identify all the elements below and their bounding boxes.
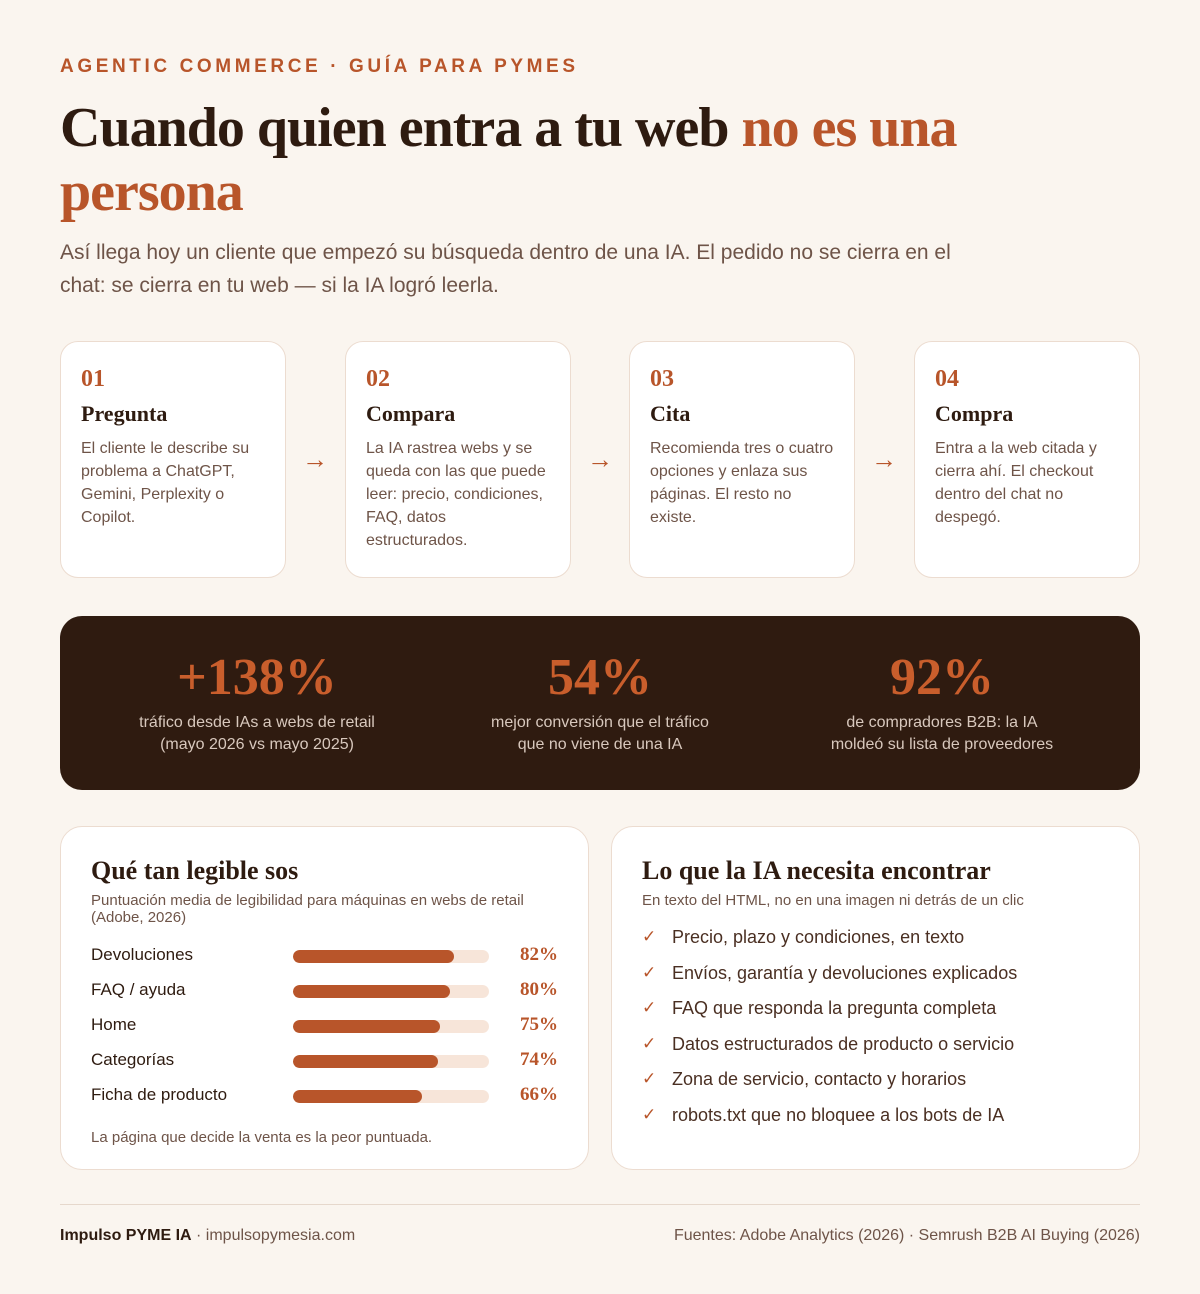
checklist-item: ✓ FAQ que responda la pregunta completa	[642, 997, 1109, 1033]
bar-fill	[293, 985, 450, 998]
stat-value: +138%	[177, 649, 337, 706]
page-title-accent: no es una persona	[60, 97, 958, 223]
step-title: Cita	[650, 401, 691, 426]
lead-paragraph: Así llega hoy un cliente que empezó su b…	[60, 241, 951, 297]
eyebrow: AGENTIC COMMERCE · GUÍA PARA PYMES	[60, 56, 579, 77]
bar-value-label: 75%	[520, 1014, 558, 1035]
bar-label: Devoluciones	[91, 945, 194, 964]
stat-caption: de compradores B2B: la IA moldeó su list…	[762, 712, 1122, 756]
check-icon: ✓	[642, 1069, 657, 1088]
footer-brand-block: Impulso PYME IA · impulsopymesia.com	[60, 1226, 355, 1246]
bar-track	[293, 1055, 489, 1068]
page-title: Cuando quien entra a tu web no es una pe…	[60, 96, 1140, 224]
check-icon: ✓	[642, 1033, 657, 1053]
stat-caption-line: mejor conversión que el tráfico	[491, 714, 709, 731]
checklist-item: ✓ Zona de servicio, contacto y horarios	[642, 1068, 1109, 1104]
check-icon: ✓	[642, 962, 657, 982]
checklist-panel: Lo que la IA necesita encontrar En texto…	[611, 826, 1140, 1170]
step-number: 04	[935, 366, 959, 392]
checklist-title: Lo que la IA necesita encontrar	[642, 856, 991, 885]
footer-divider	[60, 1204, 1140, 1205]
checklist-item-text: Envíos, garantía y devoluciones explicad…	[672, 962, 1018, 983]
check-icon: ✓	[642, 1104, 657, 1124]
step-description: Recomienda tres o cuatro opciones y enla…	[650, 440, 834, 526]
step-card-2: 02 Compara La IA rastrea webs y se queda…	[345, 341, 571, 578]
bar-row: Devoluciones 82%	[91, 944, 558, 979]
bar-row: FAQ / ayuda 80%	[91, 979, 558, 1014]
stat-conversion: 54% mejor conversión que el tráfico que …	[420, 646, 780, 756]
bar-track	[293, 1090, 489, 1103]
footer-brand: Impulso PYME IA	[60, 1227, 192, 1244]
bar-value-label: 74%	[520, 1049, 558, 1070]
step-card-4: 04 Compra Entra a la web citada y cierra…	[914, 341, 1140, 578]
stat-caption-line: moldeó su lista de proveedores	[830, 736, 1054, 753]
checklist-item-text: robots.txt que no bloquee a los bots de …	[672, 1104, 1005, 1125]
checklist-item: ✓ robots.txt que no bloquee a los bots de…	[642, 1104, 1109, 1140]
step-description: Entra a la web citada y cierra ahí. El c…	[935, 440, 1097, 526]
bar-label: Categorías	[91, 1050, 175, 1069]
check-icon: ✓	[642, 927, 657, 946]
arrow-right-icon: →	[871, 444, 897, 474]
bar-value-label: 66%	[520, 1084, 558, 1105]
checklist-item: ✓ Envíos, garantía y devoluciones explica…	[642, 962, 1109, 998]
checklist-item: ✓ Precio, plazo y condiciones, en texto	[642, 926, 1109, 962]
step-title: Compara	[366, 401, 456, 426]
bar-value-label: 80%	[520, 979, 558, 1000]
legibility-subtitle: Puntuación media de legibilidad para máq…	[91, 892, 524, 926]
step-title: Compra	[935, 401, 1014, 426]
bar-label: Home	[91, 1015, 137, 1034]
stat-caption: mejor conversión que el tráfico que no v…	[420, 712, 780, 756]
step-card-1: 01 Pregunta El cliente le describe su pr…	[60, 341, 286, 578]
step-number: 03	[650, 366, 674, 392]
bar-fill	[293, 1020, 440, 1033]
checklist: ✓ Precio, plazo y condiciones, en texto ✓ E…	[642, 926, 1109, 1139]
stat-value: 54%	[548, 649, 652, 706]
legibility-panel: Qué tan legible sos Puntuación media de …	[60, 826, 589, 1170]
bar-row: Categorías 74%	[91, 1049, 558, 1084]
step-number: 02	[366, 366, 390, 392]
steps-flow: 01 Pregunta El cliente le describe su pr…	[60, 341, 1140, 578]
bar-track	[293, 985, 489, 998]
legibility-bars: Devoluciones 82% FAQ / ayuda 80% Home 75% Cate…	[91, 944, 558, 1119]
stats-band: +138% tráfico desde IAs a webs de retail…	[60, 616, 1140, 790]
bar-label: FAQ / ayuda	[91, 980, 186, 999]
arrow-right-icon: →	[587, 444, 613, 474]
stat-caption-line: de compradores B2B: la IA	[846, 714, 1038, 731]
stat-b2b-buyers: 92% de compradores B2B: la IA moldeó su …	[762, 646, 1122, 756]
checklist-item-text: Datos estructurados de producto o servic…	[672, 1033, 1015, 1054]
page-title-main: Cuando quien entra a tu web	[60, 97, 742, 159]
stat-caption-line: que no viene de una IA	[517, 736, 683, 753]
bar-track	[293, 950, 489, 963]
step-description: El cliente le describe su problema a Cha…	[81, 440, 250, 526]
checklist-subtitle: En texto del HTML, no en una imagen ni d…	[642, 892, 1024, 909]
bar-row: Home 75%	[91, 1014, 558, 1049]
bar-track	[293, 1020, 489, 1033]
step-title: Pregunta	[81, 401, 168, 426]
footer-site-link[interactable]: impulsopymesia.com	[205, 1227, 356, 1244]
arrow-right-icon: →	[302, 444, 328, 474]
stat-value: 92%	[890, 649, 994, 706]
stat-caption-line: (mayo 2026 vs mayo 2025)	[160, 736, 354, 753]
checklist-item-text: FAQ que responda la pregunta completa	[672, 998, 997, 1018]
bar-fill	[293, 950, 454, 963]
checklist-item: ✓ Datos estructurados de producto o servi…	[642, 1033, 1109, 1069]
bar-fill	[293, 1055, 439, 1068]
step-number: 01	[81, 366, 105, 392]
bar-fill	[293, 1090, 423, 1103]
checklist-item-text: Zona de servicio, contacto y horarios	[672, 1069, 967, 1089]
bar-row: Ficha de producto 66%	[91, 1084, 558, 1119]
checklist-item-text: Precio, plazo y condiciones, en texto	[672, 927, 965, 947]
bar-value-label: 82%	[520, 944, 558, 965]
step-description: La IA rastrea webs y se queda con las qu…	[366, 440, 546, 549]
footer-sources: Fuentes: Adobe Analytics (2026) · Semrus…	[673, 1227, 1140, 1244]
bar-label: Ficha de producto	[91, 1085, 228, 1104]
footer-separator: ·	[191, 1227, 206, 1244]
stat-caption-line: tráfico desde IAs a webs de retail	[139, 714, 375, 731]
check-icon: ✓	[642, 998, 657, 1017]
legibility-note: La página que decide la venta es la peor…	[91, 1129, 433, 1146]
legibility-title: Qué tan legible sos	[91, 856, 299, 885]
step-card-3: 03 Cita Recomienda tres o cuatro opcione…	[629, 341, 855, 578]
stat-caption: tráfico desde IAs a webs de retail (mayo…	[77, 712, 437, 756]
stat-ai-traffic: +138% tráfico desde IAs a webs de retail…	[77, 646, 437, 756]
